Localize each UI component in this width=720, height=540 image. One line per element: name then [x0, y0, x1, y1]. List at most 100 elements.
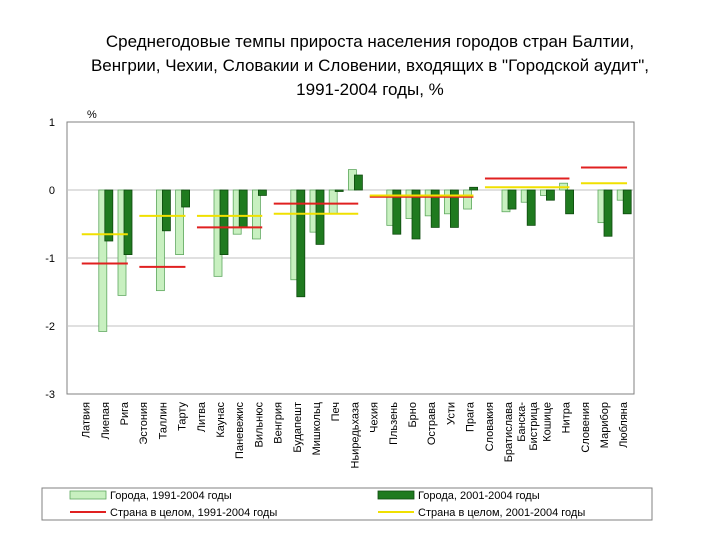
- legend-label: Страна в целом, 2001-2004 годы: [418, 507, 585, 519]
- x-category-label-line: Бистрица: [528, 401, 540, 450]
- bar-2001-2004-2: [123, 189, 133, 255]
- x-category-label-line: Брно: [407, 402, 419, 428]
- x-category-label-line: Будапешт: [292, 402, 304, 453]
- x-category-label-line: Таллин: [157, 402, 169, 439]
- bar-2001-2004-28: [622, 189, 632, 215]
- x-category-label: Словения: [580, 402, 592, 453]
- bar-2001-2004-27: [603, 189, 613, 237]
- chart-title: Среднегодовые темпы прироста населения г…: [40, 30, 700, 102]
- x-category-label-line: Ньиредьхаза: [349, 401, 361, 468]
- x-category-label-line: Паневежис: [234, 402, 246, 459]
- x-category-label-line: Любляна: [618, 401, 630, 448]
- x-category-label: Печ: [330, 402, 342, 421]
- bar-2001-2004-9: [257, 189, 267, 196]
- x-category-label: Тарту: [177, 402, 189, 431]
- bar-1991-2004-1: [98, 189, 108, 332]
- chart-title-line-3: 1991-2004 годы, %: [296, 80, 444, 99]
- legend-label: Города, 1991-2004 годы: [110, 490, 232, 502]
- x-category-label-line: Марибор: [599, 402, 611, 448]
- x-category-label-line: Словения: [580, 402, 592, 453]
- bar-1991-2004-9: [251, 189, 261, 240]
- bar-2001-2004-1: [104, 189, 114, 242]
- x-category-label-line: Эстония: [138, 402, 150, 445]
- x-category-label: Любляна: [618, 401, 630, 448]
- x-category-label: Будапешт: [292, 402, 304, 453]
- x-category-label-line: Рига: [119, 401, 131, 425]
- x-category-label: Литва: [196, 401, 208, 432]
- bar-2001-2004-20: [469, 186, 479, 191]
- x-category-label-line: Усти: [445, 402, 457, 425]
- x-category-label: Брно: [407, 402, 419, 428]
- x-category-label: Ньиредьхаза: [349, 401, 361, 468]
- x-category-label-line: Мишкольц: [311, 401, 323, 455]
- chart-title-line-1: Среднегодовые темпы прироста населения г…: [105, 32, 635, 51]
- chart-title-line-2: Венгрии, Чехии, Словакии и Словении, вхо…: [90, 56, 650, 75]
- x-category-label-line: Нитра: [561, 401, 573, 433]
- x-category-label-line: Чехия: [369, 402, 381, 433]
- bar-2001-2004-23: [526, 189, 536, 226]
- legend-box: [41, 487, 653, 521]
- x-category-label: Каунас: [215, 402, 227, 438]
- x-category-label-line: Банска-: [516, 402, 528, 442]
- x-category-label-line: Острава: [426, 401, 438, 445]
- x-category-label-line: Пльзень: [388, 402, 400, 445]
- x-category-label-line: Каунас: [215, 402, 227, 438]
- x-category-label-line: Братислава: [503, 401, 515, 462]
- y-tick-label: -1: [45, 253, 55, 265]
- bar-1991-2004-13: [328, 189, 338, 215]
- x-category-label: Чехия: [369, 402, 381, 433]
- x-category-label-line: Прага: [465, 401, 477, 432]
- bar-2001-2004-5: [181, 189, 191, 208]
- x-category-label-line: Тарту: [177, 402, 189, 431]
- x-category-label: Словакия: [484, 402, 496, 451]
- x-category-label: Банска- Бистрица: [516, 401, 540, 450]
- legend-label: Города, 2001-2004 годы: [418, 490, 540, 502]
- bar-2001-2004-13: [334, 189, 344, 192]
- bar-2001-2004-14: [353, 174, 363, 191]
- x-category-label-line: Литва: [196, 401, 208, 432]
- x-category-label: Латвия: [81, 402, 93, 438]
- x-category-label-line: Печ: [330, 402, 342, 421]
- bar-2001-2004-17: [411, 189, 421, 240]
- legend-swatch: [377, 490, 415, 500]
- y-tick-label: 0: [49, 185, 55, 197]
- x-category-label-line: Лиепая: [100, 402, 112, 440]
- x-category-label: Братислава: [503, 401, 515, 462]
- y-tick-label: -3: [45, 389, 55, 401]
- bar-2001-2004-18: [430, 189, 440, 228]
- bar-2001-2004-4: [161, 189, 171, 232]
- x-category-label: Венгрия: [273, 402, 285, 444]
- x-category-label-line: Вильнюс: [253, 402, 265, 448]
- x-category-label: Эстония: [138, 402, 150, 445]
- x-category-label-line: Латвия: [81, 402, 93, 438]
- x-category-label: Рига: [119, 401, 131, 425]
- x-category-label: Паневежис: [234, 402, 246, 459]
- x-category-label: Кошице: [541, 402, 553, 442]
- bar-2001-2004-11: [296, 189, 306, 298]
- bar-2001-2004-24: [546, 189, 555, 201]
- x-category-label: Вильнюс: [253, 402, 265, 448]
- bar-2001-2004-25: [565, 189, 574, 215]
- bar-2001-2004-16: [392, 189, 402, 235]
- legend-label: Страна в целом, 1991-2004 годы: [110, 507, 277, 519]
- y-tick-label: -2: [45, 321, 55, 333]
- x-category-label: Усти: [445, 402, 457, 425]
- legend-swatch: [69, 490, 107, 500]
- x-category-label-line: Кошице: [541, 402, 553, 442]
- bar-1991-2004-5: [175, 189, 185, 255]
- x-category-label: Мишкольц: [311, 401, 323, 455]
- x-category-label: Лиепая: [100, 402, 112, 440]
- x-category-label: Нитра: [561, 401, 573, 433]
- x-category-label-line: Словакия: [484, 402, 496, 451]
- bar-2001-2004-22: [507, 189, 517, 210]
- x-category-label: Пльзень: [388, 402, 400, 445]
- bar-2001-2004-7: [219, 189, 229, 255]
- x-category-label: Прага: [465, 401, 477, 432]
- bar-1991-2004-4: [155, 189, 165, 292]
- bar-2001-2004-12: [315, 189, 325, 245]
- x-category-label-line: Венгрия: [273, 402, 285, 444]
- y-axis-unit-label: %: [87, 109, 97, 121]
- bar-2001-2004-19: [449, 189, 459, 228]
- bar-2001-2004-8: [238, 189, 248, 228]
